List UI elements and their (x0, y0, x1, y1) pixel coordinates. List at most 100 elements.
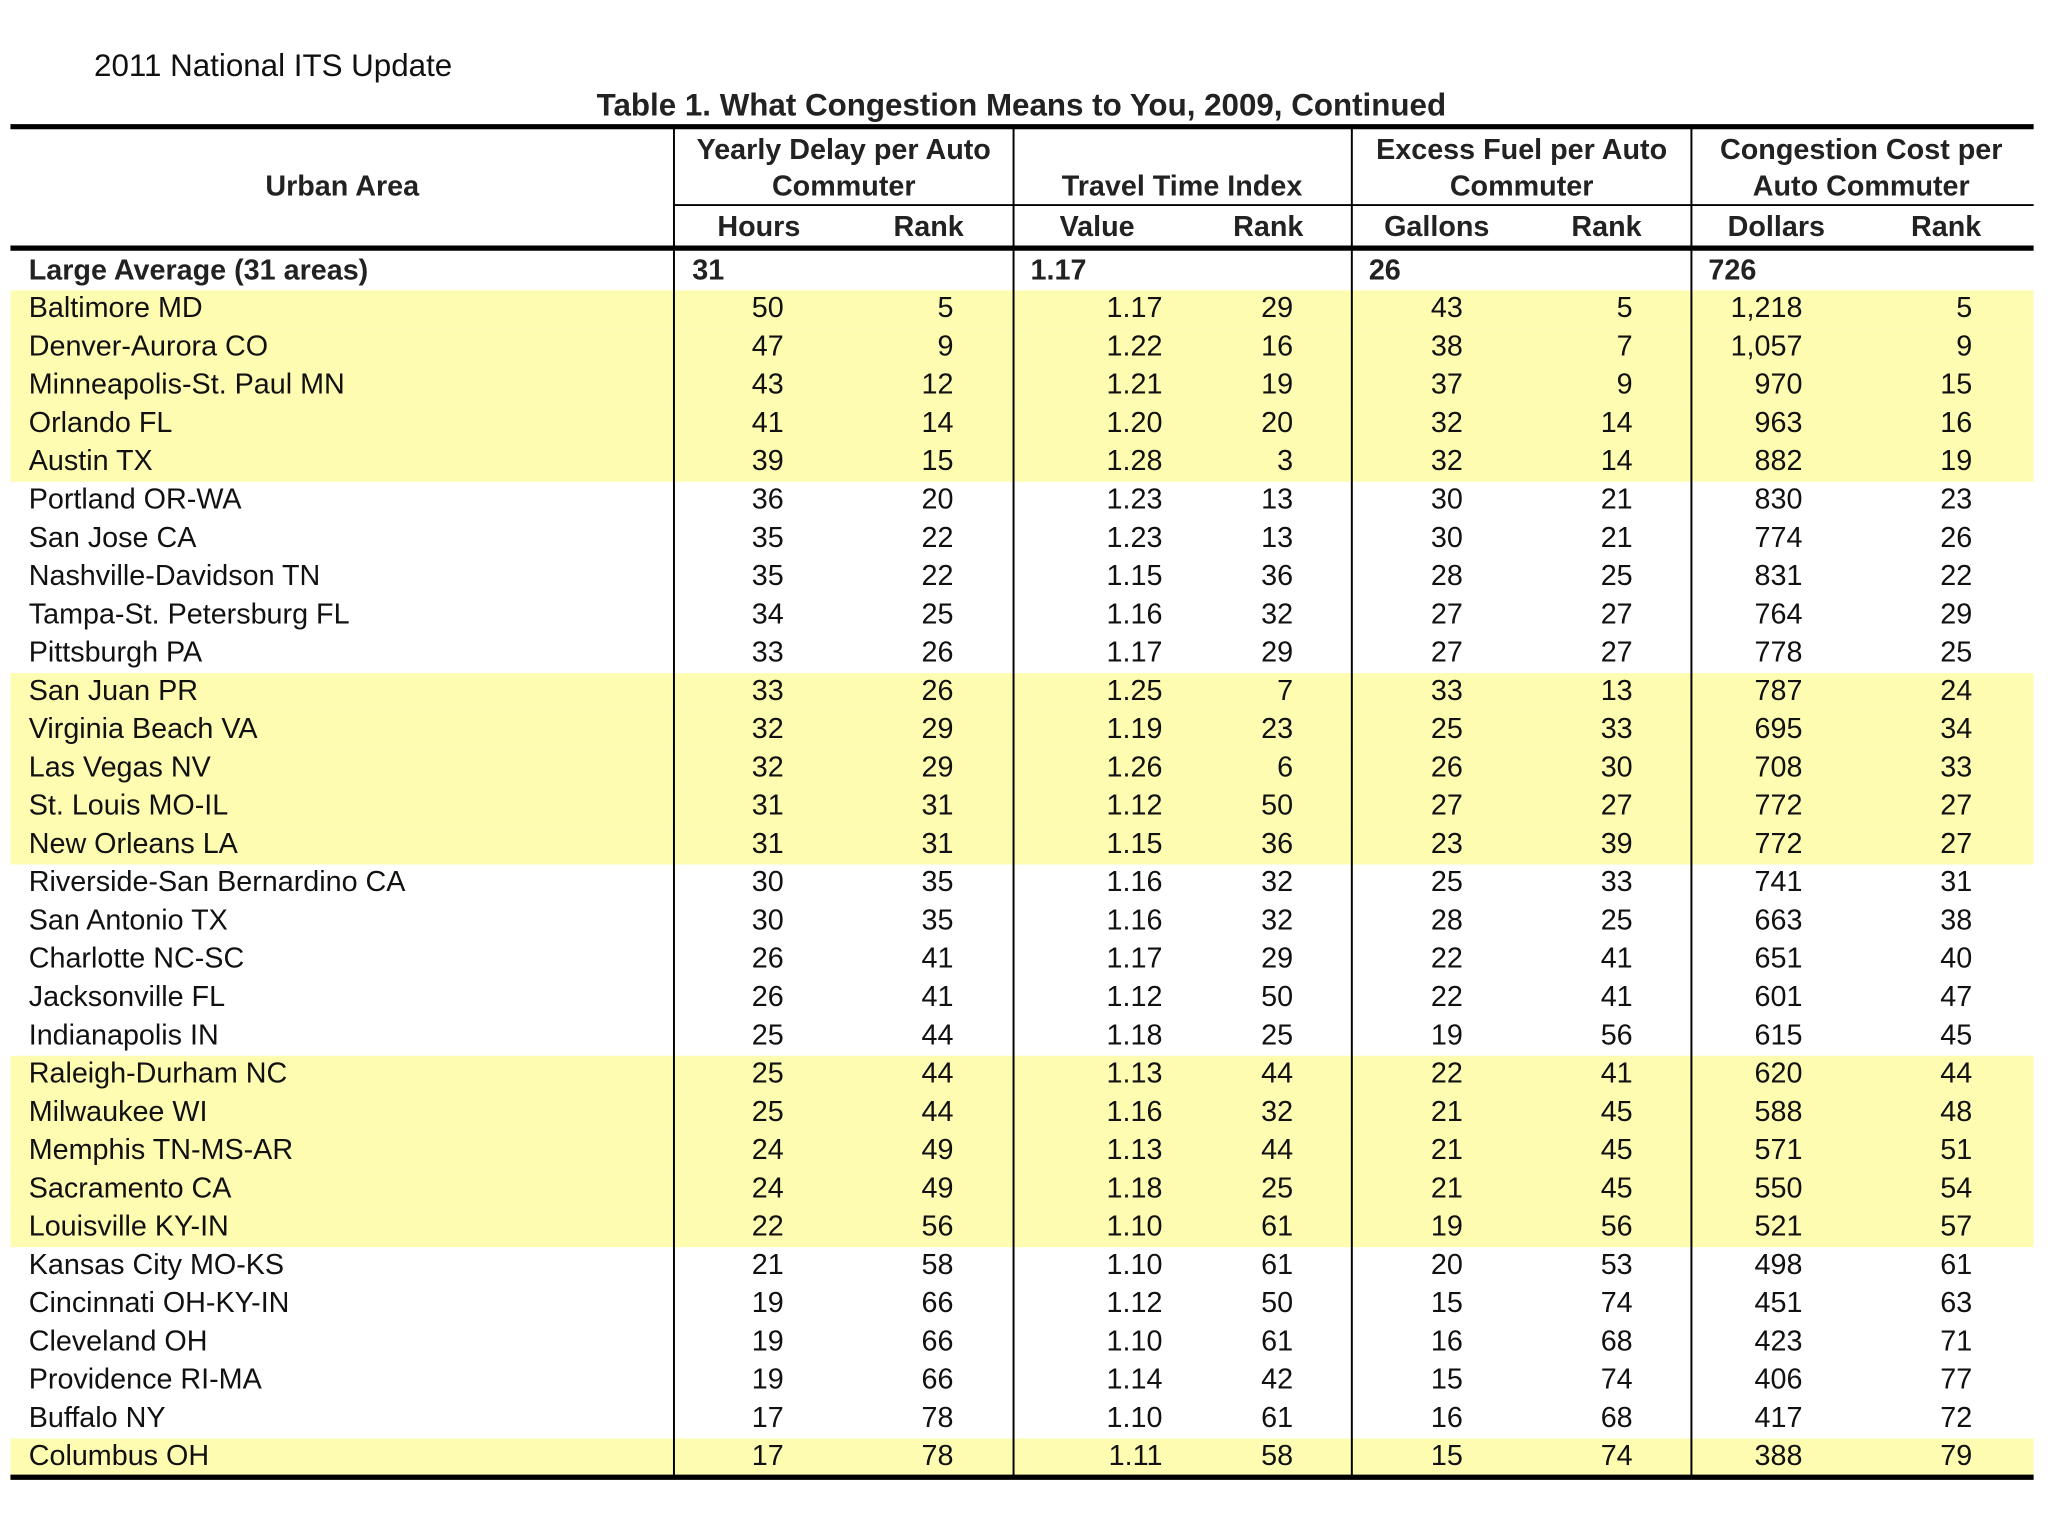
cell: 35 (752, 560, 784, 592)
cell: 1.17 (1107, 292, 1163, 324)
average-cell: 726 (1708, 254, 1756, 286)
cell: 19 (752, 1364, 784, 1396)
cell: 31 (922, 828, 954, 860)
cell: 14 (1601, 445, 1633, 477)
cell: 1.16 (1107, 598, 1163, 630)
average-cell: Large Average (31 areas) (29, 254, 369, 286)
cell: 74 (1601, 1440, 1633, 1472)
column-header: Hours (717, 211, 800, 243)
cell: 19 (752, 1325, 784, 1357)
cell: 1.18 (1107, 1172, 1163, 1204)
cell: 41 (1601, 943, 1633, 975)
cell: 44 (922, 1019, 954, 1051)
cell: 12 (922, 369, 954, 401)
cell: 25 (1601, 560, 1633, 592)
cell: 1.19 (1107, 713, 1163, 745)
cell: 1.10 (1107, 1402, 1163, 1434)
cell: 26 (922, 637, 954, 669)
cell: 27 (1601, 637, 1633, 669)
cell: 50 (752, 292, 784, 324)
cell: 15 (1940, 369, 1972, 401)
area-name: Tampa-St. Petersburg FL (29, 598, 350, 630)
cell: 26 (1431, 751, 1463, 783)
cell: 21 (1431, 1134, 1463, 1166)
cell: 778 (1755, 637, 1803, 669)
cell: 47 (752, 330, 784, 362)
cell: 17 (752, 1402, 784, 1434)
cell: 56 (1601, 1211, 1633, 1243)
row-highlight (10, 290, 2034, 329)
cell: 1.22 (1107, 330, 1163, 362)
cell: 5 (1617, 292, 1633, 324)
cell: 35 (922, 866, 954, 898)
cell: 772 (1755, 828, 1803, 860)
cell: 663 (1755, 904, 1803, 936)
cell: 26 (752, 943, 784, 975)
cell: 41 (752, 407, 784, 439)
cell: 27 (1601, 598, 1633, 630)
cell: 51 (1940, 1134, 1972, 1166)
cell: 1.13 (1107, 1134, 1163, 1166)
area-name: Austin TX (29, 445, 153, 477)
cell: 764 (1755, 598, 1803, 630)
cell: 66 (922, 1364, 954, 1396)
cell: 53 (1601, 1249, 1633, 1281)
cell: 34 (752, 598, 784, 630)
cell: 25 (922, 598, 954, 630)
column-group-header: Yearly Delay per Auto (697, 134, 991, 166)
cell: 26 (922, 675, 954, 707)
cell: 15 (1431, 1364, 1463, 1396)
cell: 26 (1940, 522, 1972, 554)
area-name: San Juan PR (29, 675, 198, 707)
cell: 33 (1601, 866, 1633, 898)
cell: 32 (1431, 445, 1463, 477)
cell: 498 (1755, 1249, 1803, 1281)
cell: 29 (1261, 943, 1293, 975)
cell: 25 (1261, 1172, 1293, 1204)
row-highlight (10, 1170, 2034, 1209)
row-highlight (10, 1094, 2034, 1133)
cell: 16 (1431, 1325, 1463, 1357)
cell: 27 (1940, 790, 1972, 822)
row-highlight (10, 673, 2034, 712)
cell: 695 (1755, 713, 1803, 745)
cell: 1.16 (1107, 904, 1163, 936)
cell: 66 (922, 1287, 954, 1319)
cell: 21 (1431, 1096, 1463, 1128)
cell: 40 (1940, 943, 1972, 975)
area-name: Kansas City MO-KS (29, 1249, 284, 1281)
cell: 33 (752, 637, 784, 669)
cell: 57 (1940, 1211, 1972, 1243)
cell: 63 (1940, 1287, 1972, 1319)
cell: 25 (752, 1019, 784, 1051)
row-highlight (10, 328, 2034, 367)
cell: 20 (922, 483, 954, 515)
cell: 29 (922, 713, 954, 745)
column-header: Rank (1571, 211, 1641, 243)
cell: 23 (1431, 828, 1463, 860)
cell: 1.15 (1107, 828, 1163, 860)
cell: 25 (1940, 637, 1972, 669)
row-highlight (10, 1438, 2034, 1477)
cell: 29 (922, 751, 954, 783)
cell: 45 (1940, 1019, 1972, 1051)
cell: 74 (1601, 1364, 1633, 1396)
row-highlight (10, 1055, 2034, 1095)
cell: 45 (1601, 1134, 1633, 1166)
cell: 9 (1617, 369, 1633, 401)
cell: 44 (1261, 1058, 1293, 1090)
cell: 615 (1755, 1019, 1803, 1051)
cell: 48 (1940, 1096, 1972, 1128)
table-title: Table 1. What Congestion Means to You, 2… (597, 87, 1446, 122)
cell: 32 (1261, 598, 1293, 630)
cell: 28 (1431, 904, 1463, 936)
cell: 30 (1431, 483, 1463, 515)
cell: 50 (1261, 981, 1293, 1013)
cell: 601 (1755, 981, 1803, 1013)
cell: 58 (1261, 1440, 1293, 1472)
cell: 1.17 (1107, 943, 1163, 975)
area-name: Portland OR-WA (29, 483, 243, 515)
cell: 20 (1261, 407, 1293, 439)
cell: 970 (1755, 369, 1803, 401)
